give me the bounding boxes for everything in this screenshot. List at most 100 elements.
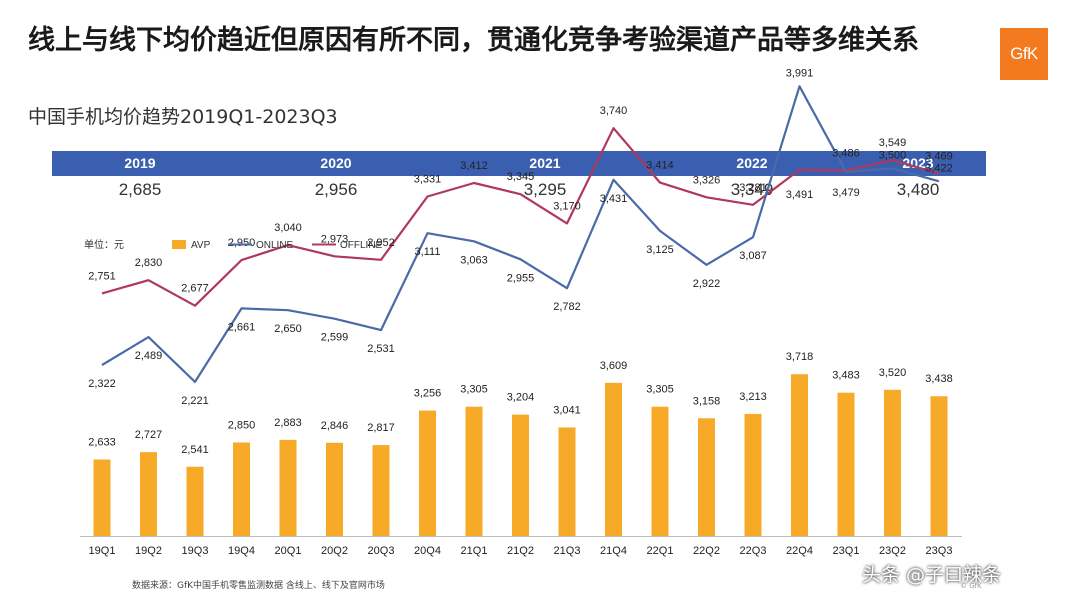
avp-bar-21Q1 [465,406,483,536]
avp-label-20Q4: 3,256 [414,388,442,400]
avp-label-22Q4: 3,718 [786,351,814,363]
avp-bar-23Q2 [884,389,901,536]
avp-label-21Q1: 3,305 [460,384,488,396]
online-label-22Q1: 3,125 [646,244,674,256]
online-label-22Q2: 2,922 [693,278,721,290]
offline-label-22Q4: 3,491 [786,189,814,201]
x-tick-20Q4: 20Q4 [414,545,441,557]
year-avg-2023: 3,480 [896,180,940,199]
year-label-2020: 2020 [320,155,352,171]
avp-bar-19Q2 [140,452,157,536]
x-tick-21Q3: 21Q3 [554,545,581,557]
online-label-20Q1: 2,650 [274,323,302,335]
offline-label-19Q3: 2,677 [181,283,209,295]
offline-label-21Q2: 3,345 [507,171,535,183]
online-label-19Q1: 2,322 [88,378,116,390]
online-label-19Q3: 2,221 [181,395,209,407]
year-avg-2021: 3,295 [523,180,567,199]
legend-avp-label: AVP [191,240,211,251]
avp-bar-23Q3 [930,396,948,536]
avp-label-19Q2: 2,727 [135,429,163,441]
online-label-21Q4: 3,431 [600,193,628,205]
avp-bar-22Q2 [698,418,715,536]
x-tick-20Q3: 20Q3 [368,545,395,557]
online-label-19Q2: 2,489 [135,350,163,362]
year-avg-2019: 2,685 [118,180,162,199]
online-label-23Q1: 3,479 [832,187,860,199]
avp-bar-19Q4 [233,442,250,536]
online-label-22Q3: 3,087 [739,250,767,262]
unit-label: 单位：元 [84,238,124,251]
avp-bar-20Q2 [326,442,343,536]
online-label-21Q2: 2,955 [507,272,535,284]
avp-label-19Q1: 2,633 [88,437,116,449]
online-label-23Q2: 3,500 [879,149,907,161]
avp-bar-22Q3 [744,413,762,536]
year-label-2022: 2022 [736,155,768,171]
online-line [101,85,940,383]
year-header-bar [52,151,986,176]
offline-label-20Q3: 2,952 [367,237,395,249]
x-tick-22Q1: 22Q1 [647,545,674,557]
avp-label-20Q1: 2,883 [274,417,302,429]
avp-bar-21Q2 [512,414,529,536]
x-tick-19Q2: 19Q2 [135,545,162,557]
x-tick-22Q3: 22Q3 [740,545,767,557]
avp-label-19Q3: 2,541 [181,444,209,456]
x-tick-19Q4: 19Q4 [228,545,255,557]
avp-label-22Q1: 3,305 [646,384,674,396]
offline-label-19Q4: 2,950 [228,237,256,249]
avp-label-22Q2: 3,158 [693,395,721,407]
x-tick-20Q2: 20Q2 [321,545,348,557]
avp-bar-22Q1 [651,406,669,536]
avp-label-21Q2: 3,204 [507,392,535,404]
x-tick-21Q2: 21Q2 [507,545,534,557]
avp-label-23Q2: 3,520 [879,367,907,379]
offline-label-21Q3: 3,170 [553,200,581,212]
offline-label-21Q4: 3,740 [600,105,628,117]
gfk-logo: GfK [1000,28,1048,80]
x-tick-20Q1: 20Q1 [275,545,302,557]
offline-label-20Q1: 3,040 [274,222,302,234]
x-tick-19Q3: 19Q3 [182,545,209,557]
data-source-note: 数据来源：GfK中国手机零售监测数据 含线上、线下及官网市场 [132,581,385,591]
online-label-20Q4: 3,111 [415,246,441,258]
avp-bar-21Q3 [558,427,576,536]
avp-label-20Q2: 2,846 [321,420,349,432]
online-label-21Q1: 3,063 [460,254,488,266]
avp-label-23Q1: 3,483 [832,370,860,382]
page-title: 线上与线下均价趋近但原因有所不同，贯通化竞争考验渠道产品等多维关系 [28,25,919,56]
avp-bar-23Q1 [837,392,855,536]
offline-line [101,127,940,307]
avp-label-21Q4: 3,609 [600,360,628,372]
avp-bar-19Q1 [93,459,111,536]
avp-label-21Q3: 3,041 [553,404,581,416]
offline-label-23Q2: 3,549 [879,137,907,149]
x-tick-22Q4: 22Q4 [786,545,813,557]
legend-avp-swatch [172,240,186,249]
x-tick-21Q1: 21Q1 [461,545,488,557]
offline-label-23Q3: 3,469 [925,150,953,162]
avp-label-23Q3: 3,438 [925,373,953,385]
offline-label-20Q2: 2,973 [321,233,349,245]
avp-bar-19Q3 [186,466,204,536]
legend-offline-label: OFFLINE [340,240,383,251]
x-tick-23Q2: 23Q2 [879,545,906,557]
avp-label-19Q4: 2,850 [228,419,256,431]
year-avg-2020: 2,956 [314,180,358,199]
online-label-20Q2: 2,599 [321,332,349,344]
avp-label-22Q3: 3,213 [739,391,767,403]
year-label-2023: 2023 [902,155,934,171]
online-label-20Q3: 2,531 [367,343,395,355]
avp-bar-21Q4 [605,382,622,536]
online-label-22Q4: 3,991 [786,67,814,79]
avp-label-20Q3: 2,817 [367,422,395,434]
legend-online-label: ONLINE [256,240,294,251]
year-avg-2022: 3,349 [730,180,774,199]
offline-label-22Q3: 3,281 [739,182,767,194]
year-label-2021: 2021 [529,155,561,171]
x-tick-21Q4: 21Q4 [600,545,627,557]
offline-label-19Q1: 2,751 [88,270,116,282]
offline-label-22Q1: 3,414 [646,160,674,172]
